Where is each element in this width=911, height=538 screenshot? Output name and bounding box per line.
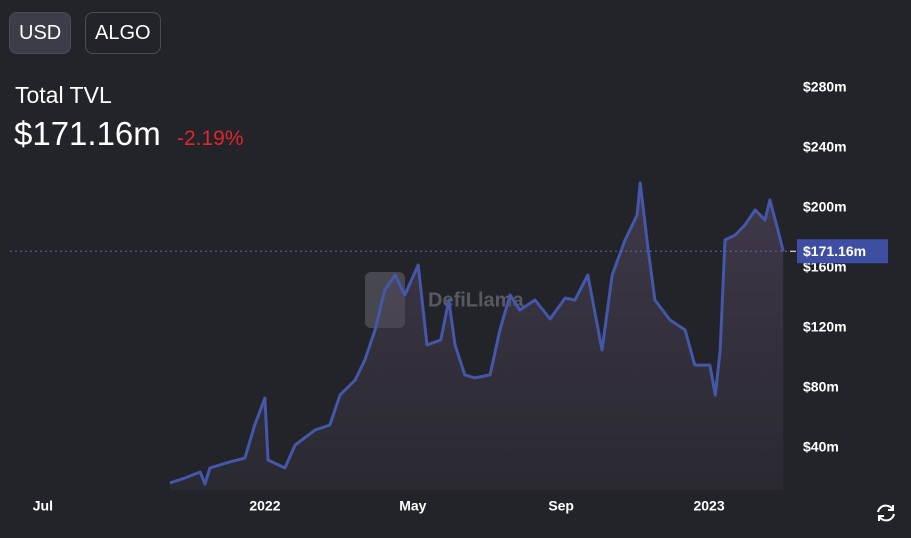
area-fill (169, 183, 784, 490)
tvl-value: $171.16m (14, 115, 161, 152)
y-tick-label: $120m (803, 319, 847, 335)
refresh-icon[interactable] (877, 504, 895, 522)
x-tick-label: May (399, 498, 426, 514)
tvl-change: -2.19% (177, 127, 244, 150)
y-tick-label: $40m (803, 439, 839, 455)
current-value-label: $171.16m (803, 243, 866, 259)
x-tick-label: 2022 (249, 498, 280, 514)
tvl-title: Total TVL (15, 82, 112, 108)
y-tick-label: $280m (803, 79, 847, 95)
current-value-box (797, 239, 888, 264)
y-tick-label: $240m (803, 139, 847, 155)
y-tick-label: $200m (803, 199, 847, 215)
line (169, 181, 785, 486)
x-tick-label: Jul (33, 498, 53, 514)
y-tick-label: $80m (803, 379, 839, 395)
currency-button[interactable]: USD (9, 12, 72, 54)
x-tick-label: Sep (548, 498, 574, 514)
currency-button[interactable]: ALGO (85, 12, 161, 54)
x-tick-label: 2023 (693, 498, 724, 514)
watermark-text: DefiLlama (428, 289, 524, 311)
